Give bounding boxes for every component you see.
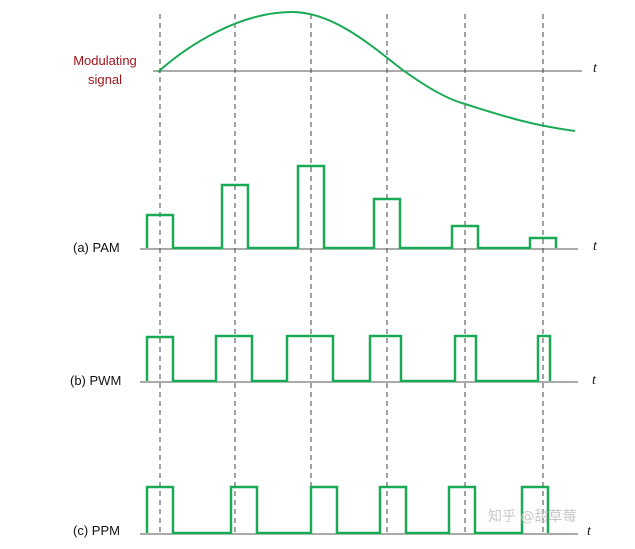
ppm-waveform — [145, 485, 550, 535]
t-axis-label-pwm: t — [592, 373, 597, 388]
pam-label: (a) PAM — [73, 240, 120, 255]
pwm-label: (b) PWM — [70, 373, 121, 388]
modulating-signal-curve — [157, 10, 576, 132]
t-axis-label-pam: t — [593, 239, 598, 254]
watermark: 知乎 @甜草莓 — [488, 508, 576, 525]
modulating-label-line1: Modulating — [73, 53, 137, 68]
pam-waveform — [145, 164, 558, 250]
ppm-label: (c) PPM — [73, 523, 120, 538]
t-axis-label-signal: t — [593, 61, 598, 76]
modulating-label-line2: signal — [88, 72, 122, 87]
t-axis-label-ppm: t — [587, 524, 592, 539]
guide-lines — [159, 14, 544, 534]
axes — [140, 70, 582, 535]
pwm-waveform — [145, 334, 552, 383]
